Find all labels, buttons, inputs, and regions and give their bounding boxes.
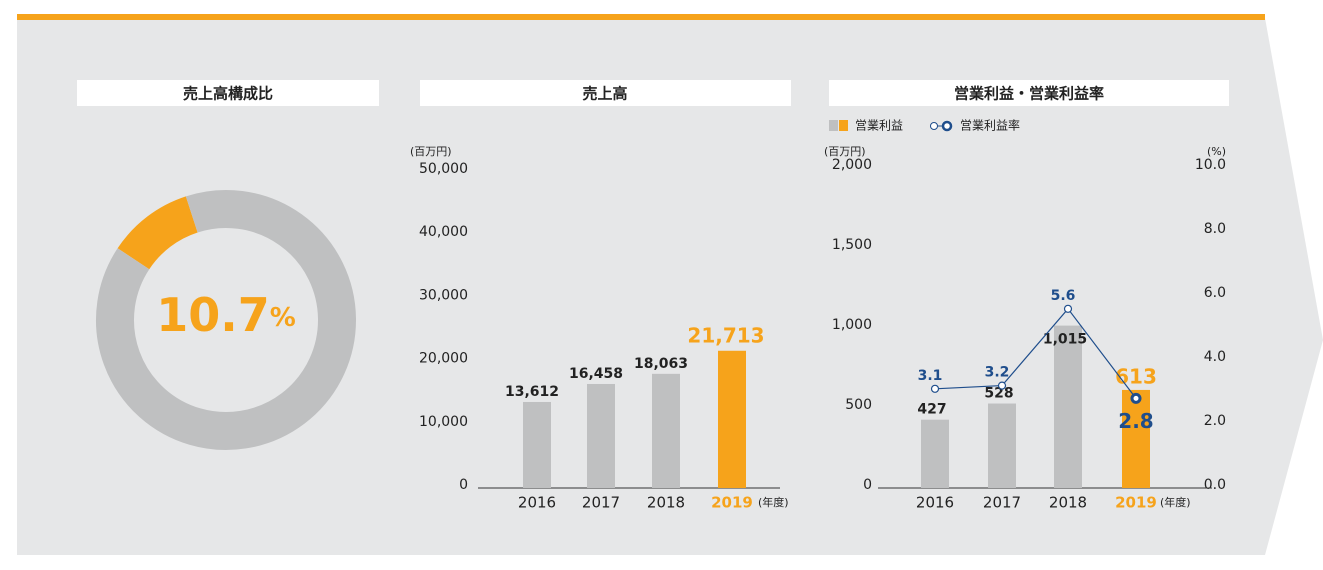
y-tick-label: 2,000	[832, 157, 872, 173]
y2-tick-label: 4.0	[1204, 349, 1226, 365]
value-label: 21,713	[687, 323, 764, 347]
legend-marker	[930, 122, 938, 130]
y2-tick-label: 6.0	[1204, 285, 1226, 301]
line-marker	[997, 381, 1007, 390]
x-unit: (年度)	[758, 495, 789, 509]
x-tick-label: 2018	[647, 494, 685, 512]
bar	[652, 373, 680, 488]
bar	[988, 403, 1016, 488]
bar	[718, 350, 746, 488]
y2-axis-label: (%)	[1207, 145, 1226, 158]
x-unit: (年度)	[1160, 495, 1191, 509]
y-tick-label: 50,000	[419, 161, 468, 177]
value-label: 18,063	[634, 356, 688, 372]
center-value: 10.7	[156, 288, 270, 342]
x-tick-label: 2019	[711, 494, 753, 512]
value-label: 528	[984, 386, 1013, 402]
y-tick-label: 40,000	[419, 224, 468, 240]
header-box	[77, 80, 379, 106]
y-axis-label: (百万円)	[410, 145, 452, 158]
bar	[921, 419, 949, 488]
line-marker	[1063, 304, 1073, 313]
value-label: 1,015	[1043, 332, 1087, 348]
x-tick-label: 2019	[1115, 494, 1157, 512]
chart-title: 営業利益・営業利益率	[954, 85, 1104, 103]
y-tick-label: 500	[845, 397, 872, 413]
x-tick-label: 2018	[1049, 494, 1087, 512]
bar	[1054, 325, 1082, 488]
bar	[523, 401, 551, 488]
value-label: 16,458	[569, 366, 623, 382]
y-axis-label: (百万円)	[824, 145, 866, 158]
donut-segment	[96, 190, 356, 450]
center-label: 10.7%	[156, 288, 296, 342]
y-tick-label: 30,000	[419, 287, 468, 303]
value-label: 427	[917, 402, 946, 418]
legend-marker	[941, 120, 953, 132]
y-tick-label: 1,500	[832, 237, 872, 253]
value-label: 613	[1115, 364, 1157, 388]
y-tick-label: 1,000	[832, 317, 872, 333]
value-label: 5.6	[1051, 288, 1076, 304]
line-marker	[930, 384, 940, 393]
header-box	[420, 80, 791, 106]
y-tick-label: 0	[863, 477, 872, 493]
center-unit: %	[270, 303, 296, 333]
y-tick-label: 20,000	[419, 351, 468, 367]
legend-label: 営業利益率	[960, 118, 1020, 133]
y2-tick-label: 0.0	[1204, 477, 1226, 493]
x-tick-label: 2017	[582, 494, 620, 512]
legend-label: 営業利益	[855, 119, 903, 133]
y-tick-label: 10,000	[419, 414, 468, 430]
top-bar	[17, 14, 1265, 20]
legend-swatch	[839, 120, 848, 131]
bar	[1122, 389, 1150, 488]
legend-swatch	[829, 120, 838, 131]
y2-tick-label: 8.0	[1204, 221, 1226, 237]
y2-tick-label: 2.0	[1204, 413, 1226, 429]
y2-tick-label: 10.0	[1195, 157, 1226, 173]
x-tick-label: 2017	[983, 494, 1021, 512]
value-label: 3.2	[985, 365, 1010, 381]
line	[934, 307, 1137, 399]
bar	[587, 383, 615, 488]
chart-title: 売上高構成比	[183, 85, 273, 103]
value-label: 13,612	[505, 384, 559, 400]
line-marker	[1130, 392, 1142, 404]
header-box	[829, 80, 1229, 106]
y-tick-label: 0	[459, 477, 468, 493]
donut-segment	[117, 196, 199, 270]
value-label: 3.1	[918, 368, 943, 384]
x-tick-label: 2016	[916, 494, 954, 512]
x-tick-label: 2016	[518, 494, 556, 512]
value-label: 2.8	[1118, 409, 1153, 433]
chart-title: 売上高	[582, 85, 627, 103]
